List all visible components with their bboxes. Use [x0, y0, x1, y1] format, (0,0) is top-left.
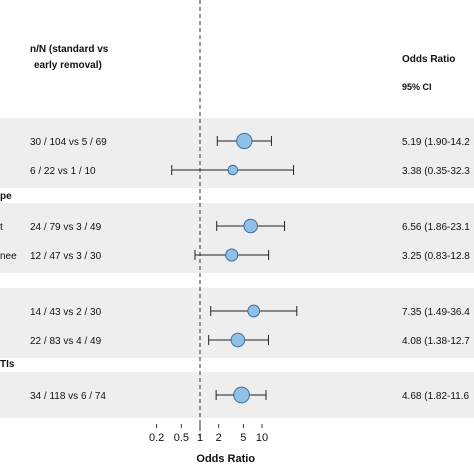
- row-nn-value: 24 / 79 vs 3 / 49: [30, 222, 102, 233]
- ci-header: 95% CI: [402, 82, 432, 92]
- row-or-value: 3.25 (0.83-12.8: [402, 251, 470, 262]
- x-tick-label: 5: [240, 432, 246, 444]
- forest-rows: 30 / 104 vs 5 / 69 5.19 (1.90-14.2 6 / 22 …: [0, 132, 470, 404]
- odds-ratio-point: [227, 164, 239, 176]
- x-tick-label: 2: [216, 432, 222, 444]
- row-nn-value: 12 / 47 vs 3 / 30: [30, 251, 102, 262]
- row-nn-value: 6 / 22 vs 1 / 10: [30, 166, 96, 177]
- row-or-value: 5.19 (1.90-14.2: [402, 137, 470, 148]
- row-band: [0, 118, 474, 188]
- row-left-label: t: [0, 222, 3, 233]
- forest-row: 14 / 43 vs 2 / 30 7.35 (1.49-36.4: [30, 304, 470, 318]
- forest-row: t 24 / 79 vs 3 / 49 6.56 (1.86-23.1: [0, 218, 470, 234]
- row-band: [0, 203, 474, 273]
- row-or-value: 3.38 (0.35-32.3: [402, 166, 470, 177]
- x-tick-label: 0.2: [149, 432, 164, 444]
- forest-row: 30 / 104 vs 5 / 69 5.19 (1.90-14.2: [30, 132, 470, 150]
- row-nn-value: 14 / 43 vs 2 / 30: [30, 307, 102, 318]
- x-axis-label: Odds Ratio: [196, 453, 255, 465]
- odds-ratio-point: [230, 332, 246, 348]
- row-nn-value: 30 / 104 vs 5 / 69: [30, 137, 107, 148]
- or-header: Odds Ratio: [402, 54, 455, 65]
- subgroup-label: pe: [0, 191, 12, 202]
- row-left-label: nee: [0, 251, 17, 262]
- row-or-value: 6.56 (1.86-23.1: [402, 222, 470, 233]
- x-axis: 0.2 0.5 1 2 5 10: [149, 424, 268, 444]
- odds-ratio-point: [236, 132, 253, 150]
- odds-ratio-point: [243, 218, 258, 234]
- x-tick-label: 1: [197, 432, 203, 444]
- forest-row: nee 12 / 47 vs 3 / 30 3.25 (0.83-12.8: [0, 248, 470, 262]
- row-or-value: 4.08 (1.38-12.7: [402, 336, 470, 347]
- odds-ratio-point: [233, 386, 250, 404]
- row-bands: [0, 118, 474, 418]
- row-or-value: 4.68 (1.82-11.6: [402, 391, 470, 402]
- nn-header-line1: n/N (standard vs: [30, 44, 109, 55]
- row-band: [0, 288, 474, 358]
- forest-row: 34 / 118 vs 6 / 74 4.68 (1.82-11.6: [30, 386, 470, 404]
- odds-ratio-point: [225, 248, 239, 262]
- row-nn-value: 34 / 118 vs 6 / 74: [30, 391, 106, 402]
- row-nn-value: 22 / 83 vs 4 / 49: [30, 336, 102, 347]
- odds-ratio-point: [247, 304, 261, 318]
- subgroup-labels: pe TIs: [0, 191, 15, 370]
- row-or-value: 7.35 (1.49-36.4: [402, 307, 470, 318]
- column-headers: n/N (standard vs early removal) Odds Rat…: [30, 44, 455, 92]
- x-tick-label: 0.5: [174, 432, 189, 444]
- x-tick-label: 10: [256, 432, 268, 444]
- forest-row: 6 / 22 vs 1 / 10 3.38 (0.35-32.3: [30, 164, 470, 177]
- nn-header-line2: early removal): [34, 60, 102, 71]
- forest-row: 22 / 83 vs 4 / 49 4.08 (1.38-12.7: [30, 332, 470, 348]
- subgroup-label: TIs: [0, 359, 15, 370]
